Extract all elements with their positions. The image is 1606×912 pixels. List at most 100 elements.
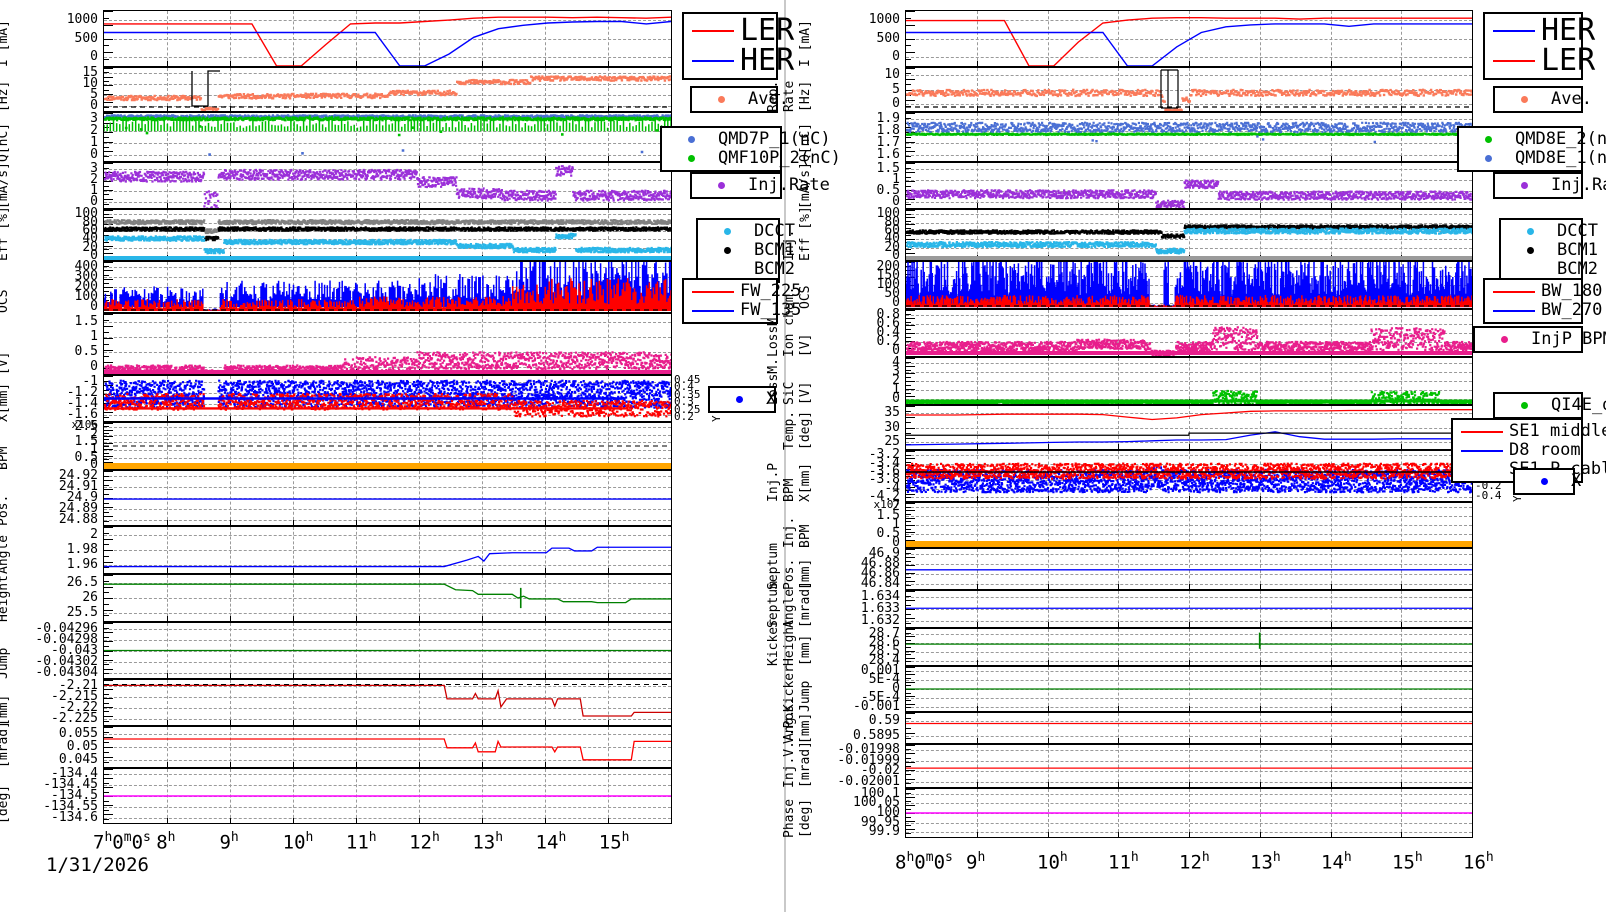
- x-tick: [545, 520, 546, 525]
- x-tick: [356, 616, 357, 621]
- y-axis-title: Inj.: [782, 516, 797, 548]
- y-tick: [104, 521, 109, 522]
- y-axis-label: 25.5: [66, 605, 98, 620]
- x-tick: [1048, 660, 1049, 665]
- y-tick: [906, 358, 915, 359]
- y-tick: [104, 778, 113, 779]
- y-tick: [906, 147, 911, 148]
- y-tick: [906, 18, 911, 19]
- y-tick: [104, 769, 113, 770]
- y-tick: [104, 664, 109, 665]
- legend-ionchamber: InjP BPM_d: [1473, 326, 1606, 353]
- y-tick: [906, 224, 915, 225]
- y-tick: [906, 817, 911, 818]
- y-ticks: [104, 727, 113, 767]
- x-tick: [167, 568, 168, 573]
- y-tick: [906, 718, 911, 719]
- y-tick: [104, 350, 113, 351]
- legend-row: SE1 middle: [1459, 422, 1606, 441]
- y-tick: [906, 137, 911, 138]
- y-tick: [104, 567, 109, 568]
- y-axis-label: 0.045: [58, 752, 98, 767]
- legend-line-swatch: [692, 60, 734, 62]
- x-tick: [293, 616, 294, 621]
- x-tick: [545, 673, 546, 678]
- x-tick: [167, 616, 168, 621]
- x-tick: [1189, 61, 1190, 66]
- y-tick: [104, 801, 109, 802]
- y-tick: [104, 623, 113, 624]
- y-axis-label: 1.7: [876, 135, 900, 150]
- y-tick: [104, 556, 109, 557]
- x-tick: [608, 156, 609, 161]
- legend-line-swatch: [1493, 30, 1535, 32]
- plot-data-septumpos: [104, 471, 671, 525]
- x-tick: [1118, 496, 1119, 501]
- x-axis-tick-label: 13h: [1250, 850, 1281, 874]
- x-tick: [482, 106, 483, 111]
- legend-row: QMD8E_1(nC): [1465, 149, 1606, 168]
- legend-label: Inj.Rate: [748, 175, 830, 195]
- x-tick: [167, 818, 168, 823]
- y-axis-label: 100: [876, 206, 900, 221]
- y-axis-label: 60: [82, 223, 98, 238]
- plot-row-kickerheight: [905, 628, 1473, 666]
- y-tick: [104, 476, 109, 477]
- y-axis-label: 2: [892, 499, 900, 514]
- legend-beam: HER LER: [1483, 12, 1595, 80]
- x-tick: [1048, 706, 1049, 711]
- x-tick: [419, 762, 420, 767]
- x-tick: [1260, 156, 1261, 161]
- x-tick: [1048, 832, 1049, 837]
- x-axis-tick-label: 12h: [409, 830, 440, 854]
- y-tick: [906, 406, 915, 407]
- x-tick: [230, 203, 231, 208]
- y-axis-label: 1.9: [876, 111, 900, 126]
- y-axis-label: 46.88: [860, 556, 900, 571]
- x-axis-tick-label: 11h: [1108, 850, 1139, 874]
- plot-row-injeff: [905, 209, 1473, 261]
- y-tick: [906, 214, 911, 215]
- x-tick: [1401, 782, 1402, 787]
- y-tick: [104, 680, 113, 681]
- y-tick: [104, 703, 109, 704]
- legend-label: HER: [740, 43, 795, 78]
- y-axis-label: 0: [892, 343, 900, 358]
- y-axis-title: Jump: [0, 647, 11, 679]
- y-axis-label-right: 0.25: [674, 403, 701, 416]
- x-tick: [545, 156, 546, 161]
- y-tick: [906, 389, 915, 390]
- plot-row-injpoint: [103, 313, 672, 375]
- y-axis-label: 100: [74, 289, 98, 304]
- y-tick: [104, 11, 113, 12]
- x-tick: [356, 106, 357, 111]
- y-tick: [104, 190, 113, 191]
- y-tick: [906, 581, 915, 582]
- y-axis-label: 24.88: [58, 512, 98, 527]
- y-tick: [906, 633, 911, 634]
- y-tick: [104, 72, 109, 73]
- y-axis-label: 2: [90, 527, 98, 542]
- y-tick: [906, 696, 915, 697]
- x-tick: [293, 203, 294, 208]
- legend-key: [690, 30, 736, 32]
- x-tick: [1260, 444, 1261, 449]
- legend-label: BW_180: [1541, 281, 1603, 301]
- y-axis-label: -134.55: [43, 799, 98, 814]
- y-tick: [104, 181, 113, 182]
- x-axis-tick-label: 9h: [219, 830, 239, 854]
- x-tick: [1331, 496, 1332, 501]
- x-tick: [293, 106, 294, 111]
- x-tick: [1118, 622, 1119, 627]
- x-tick: [977, 738, 978, 743]
- x-tick: [1118, 444, 1119, 449]
- y-tick: [104, 443, 113, 444]
- y-tick: [104, 669, 113, 670]
- y-axis-label: 1.98: [66, 542, 98, 557]
- y-tick: [906, 774, 911, 775]
- y-tick: [104, 52, 113, 53]
- y-axis-label: -2.225: [51, 711, 98, 726]
- x-axis-labels: 8h0m0s 9h 10h 11h 12h 13h 14h 15h 16h: [786, 848, 1606, 878]
- y-axis-title: LossM.: [766, 358, 781, 405]
